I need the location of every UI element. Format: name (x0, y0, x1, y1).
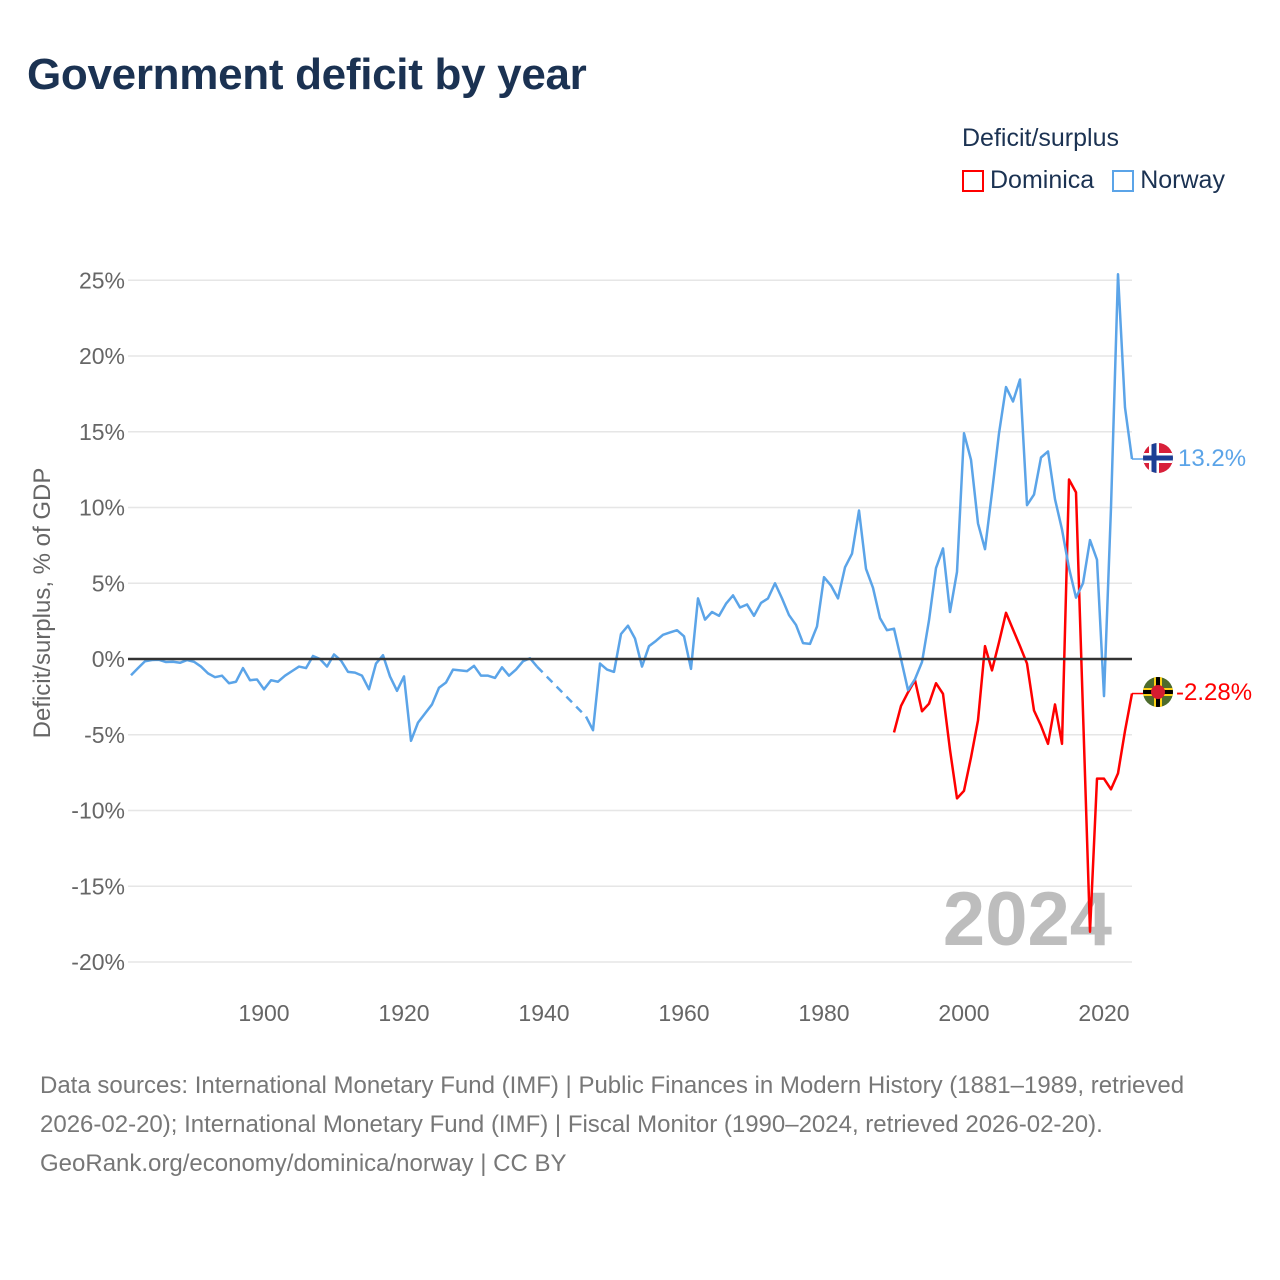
norway-end-label: 13.2% (1178, 445, 1246, 472)
y-tick-label: 5% (92, 570, 125, 596)
series-norway (130, 272, 1143, 743)
y-tick-label: -10% (71, 798, 125, 824)
legend-title: Deficit/surplus (962, 124, 1119, 152)
x-tick-label: 2020 (1078, 1000, 1129, 1026)
y-tick-label: 10% (79, 495, 125, 521)
x-tick-label: 1960 (658, 1000, 709, 1026)
series-lines (130, 272, 1143, 933)
y-axis-ticks: -20% -15% -10% -5% 0% 5% 10% 15% 20% 25% (71, 267, 125, 975)
x-tick-label: 1900 (238, 1000, 289, 1026)
credit-link[interactable]: GeoRank.org/economy/dominica/norway | CC… (40, 1150, 567, 1177)
legend-label-norway: Norway (1140, 166, 1225, 194)
y-tick-label: -15% (71, 873, 125, 899)
y-tick-label: 15% (79, 419, 125, 445)
series-dominica (892, 478, 1143, 933)
series-line-norway[interactable] (130, 272, 1134, 743)
legend-item-norway[interactable]: Norway (1112, 166, 1225, 195)
y-axis-label: Deficit/surplus, % of GDP (29, 468, 56, 739)
norway-flag-icon (1143, 443, 1173, 473)
legend-item-dominica[interactable]: Dominica (962, 166, 1094, 195)
chart-title: Government deficit by year (27, 50, 587, 99)
footer: Data sources: International Monetary Fun… (40, 1066, 1240, 1183)
y-tick-label: 20% (79, 343, 125, 369)
x-tick-label: 1980 (798, 1000, 849, 1026)
gridlines (128, 279, 1132, 963)
y-tick-label: -5% (84, 722, 125, 748)
x-tick-label: 1940 (518, 1000, 569, 1026)
legend-swatch-norway (1112, 169, 1135, 192)
dominica-end-label: -2.28% (1176, 679, 1252, 706)
x-tick-label: 1920 (378, 1000, 429, 1026)
current-year-watermark: 2024 (943, 877, 1112, 962)
y-tick-label: -20% (71, 949, 125, 975)
x-tick-label: 2000 (938, 1000, 989, 1026)
series-line-dominica[interactable] (892, 478, 1134, 933)
end-labels: 13.2% -2.28% (1143, 443, 1252, 707)
y-tick-label: 25% (79, 267, 125, 293)
dominica-flag-icon (1143, 677, 1173, 707)
legend-swatch-dominica (962, 169, 984, 192)
x-axis-ticks: 1900 1920 1940 1960 1980 2000 2020 (238, 1000, 1129, 1026)
legend: Dominica Norway (962, 166, 1225, 195)
legend-label-dominica: Dominica (990, 166, 1095, 194)
y-tick-label: 0% (92, 646, 125, 672)
series-gap-segment (536, 665, 587, 718)
data-sources: Data sources: International Monetary Fun… (40, 1072, 1185, 1138)
